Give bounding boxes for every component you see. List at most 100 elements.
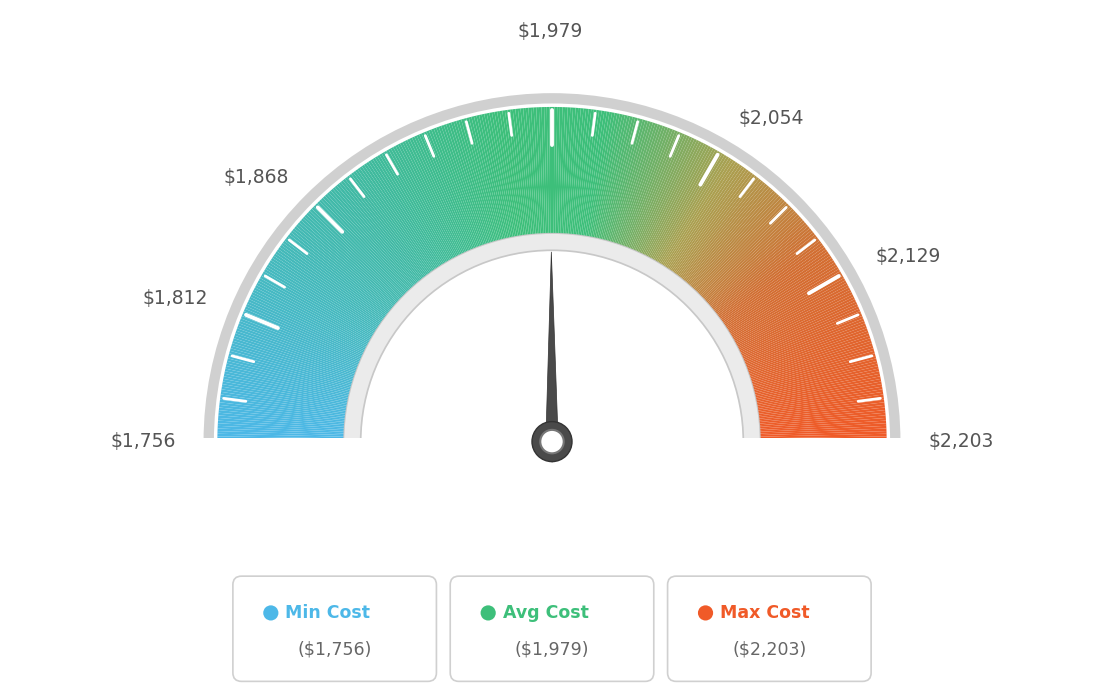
Wedge shape: [552, 107, 554, 235]
Wedge shape: [751, 351, 874, 387]
Wedge shape: [225, 366, 350, 397]
Wedge shape: [393, 146, 455, 259]
Polygon shape: [545, 252, 559, 462]
Wedge shape: [452, 121, 491, 244]
Wedge shape: [219, 415, 346, 427]
Wedge shape: [474, 116, 506, 240]
Wedge shape: [584, 111, 607, 237]
Wedge shape: [655, 151, 720, 263]
Wedge shape: [505, 110, 524, 237]
Text: $1,868: $1,868: [224, 168, 289, 187]
Wedge shape: [696, 201, 787, 294]
Wedge shape: [758, 439, 887, 442]
Wedge shape: [322, 196, 412, 290]
Wedge shape: [684, 184, 767, 283]
Wedge shape: [252, 292, 367, 351]
Wedge shape: [726, 260, 835, 331]
Wedge shape: [678, 175, 757, 278]
Circle shape: [540, 430, 564, 453]
Text: Avg Cost: Avg Cost: [502, 604, 588, 622]
Wedge shape: [225, 368, 350, 398]
Wedge shape: [405, 140, 463, 256]
Wedge shape: [560, 107, 567, 235]
Wedge shape: [263, 271, 374, 337]
Wedge shape: [438, 126, 484, 247]
Wedge shape: [420, 133, 471, 252]
Wedge shape: [229, 353, 352, 388]
Wedge shape: [757, 400, 884, 417]
Wedge shape: [282, 243, 385, 320]
Wedge shape: [317, 201, 408, 294]
Wedge shape: [565, 108, 575, 235]
Wedge shape: [410, 138, 466, 255]
Wedge shape: [606, 119, 643, 242]
Wedge shape: [721, 249, 827, 324]
Wedge shape: [217, 423, 346, 432]
Wedge shape: [689, 190, 775, 288]
Wedge shape: [428, 130, 477, 249]
Bar: [120, 438, 984, 690]
Wedge shape: [745, 321, 866, 368]
Wedge shape: [221, 395, 347, 414]
Wedge shape: [586, 112, 609, 237]
Wedge shape: [679, 177, 760, 279]
Wedge shape: [728, 264, 837, 333]
Wedge shape: [343, 233, 761, 442]
Wedge shape: [758, 421, 887, 431]
Wedge shape: [646, 144, 707, 258]
Wedge shape: [275, 251, 382, 325]
Wedge shape: [502, 110, 523, 237]
Wedge shape: [464, 118, 499, 242]
Wedge shape: [386, 150, 450, 262]
Wedge shape: [758, 436, 887, 440]
Wedge shape: [311, 207, 404, 297]
Wedge shape: [755, 382, 882, 406]
Wedge shape: [351, 172, 429, 276]
Wedge shape: [223, 376, 349, 403]
Wedge shape: [721, 247, 826, 322]
Wedge shape: [384, 151, 449, 263]
Wedge shape: [750, 343, 872, 382]
Wedge shape: [616, 124, 658, 245]
Wedge shape: [231, 346, 353, 384]
Wedge shape: [645, 142, 704, 257]
Wedge shape: [699, 205, 790, 297]
Wedge shape: [650, 147, 713, 260]
Wedge shape: [479, 115, 509, 239]
Wedge shape: [758, 413, 885, 425]
Wedge shape: [240, 318, 360, 367]
Wedge shape: [730, 269, 840, 336]
Wedge shape: [566, 108, 578, 235]
Wedge shape: [217, 436, 346, 440]
Wedge shape: [615, 123, 656, 245]
Wedge shape: [756, 389, 883, 411]
Wedge shape: [217, 428, 346, 435]
Wedge shape: [422, 132, 473, 251]
Wedge shape: [489, 112, 514, 238]
Wedge shape: [371, 159, 442, 268]
Wedge shape: [332, 187, 417, 285]
Wedge shape: [414, 135, 468, 253]
Wedge shape: [242, 313, 361, 364]
Wedge shape: [224, 371, 350, 400]
Text: ($1,979): ($1,979): [514, 641, 590, 659]
Wedge shape: [230, 348, 353, 386]
Wedge shape: [682, 182, 765, 282]
Wedge shape: [752, 356, 877, 390]
Wedge shape: [677, 174, 755, 277]
Wedge shape: [378, 155, 445, 265]
Wedge shape: [217, 426, 346, 433]
Wedge shape: [442, 125, 485, 246]
Wedge shape: [707, 218, 803, 305]
Wedge shape: [550, 107, 552, 235]
Wedge shape: [391, 147, 454, 260]
Wedge shape: [722, 251, 829, 325]
Wedge shape: [757, 395, 883, 414]
Wedge shape: [236, 328, 358, 373]
Wedge shape: [546, 107, 551, 235]
Wedge shape: [250, 297, 365, 353]
Wedge shape: [248, 299, 364, 355]
Wedge shape: [755, 379, 881, 404]
Wedge shape: [267, 264, 376, 333]
Wedge shape: [746, 326, 867, 371]
